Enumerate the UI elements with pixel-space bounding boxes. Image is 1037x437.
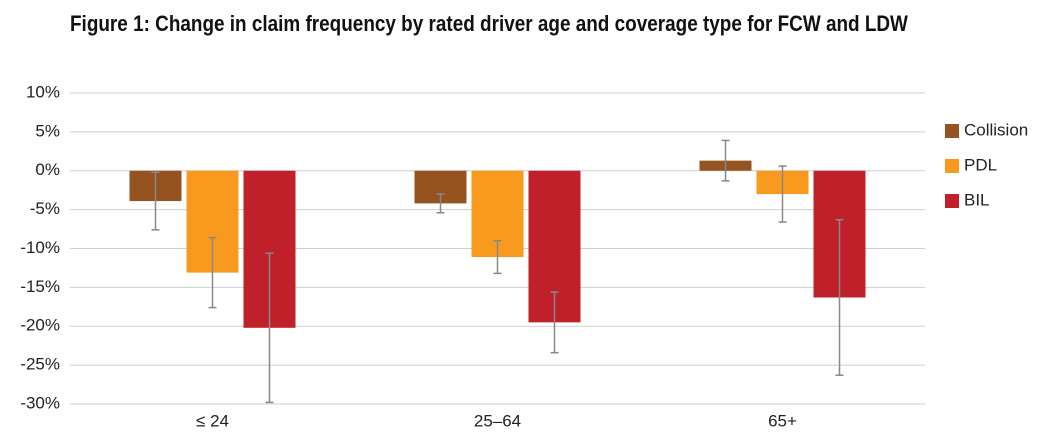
y-tick-label: -5% bbox=[30, 199, 60, 218]
y-tick-label: -10% bbox=[20, 238, 60, 257]
legend-swatch bbox=[945, 159, 959, 173]
legend-label: PDL bbox=[964, 155, 997, 174]
y-tick-label: -15% bbox=[20, 277, 60, 296]
chart-title: Figure 1: Change in claim frequency by r… bbox=[70, 11, 908, 36]
legend-label: BIL bbox=[964, 190, 990, 209]
x-tick-label: 65+ bbox=[768, 411, 797, 430]
legend-swatch bbox=[945, 194, 959, 208]
y-tick-label: -25% bbox=[20, 355, 60, 374]
y-tick-label: 5% bbox=[35, 121, 60, 140]
y-tick-label: 10% bbox=[26, 82, 60, 101]
y-tick-label: -20% bbox=[20, 316, 60, 335]
legend-label: Collision bbox=[964, 120, 1028, 139]
y-tick-label: -30% bbox=[20, 393, 60, 412]
x-tick-label: 25–64 bbox=[474, 411, 521, 430]
y-tick-label: 0% bbox=[35, 160, 60, 179]
x-tick-label: ≤ 24 bbox=[196, 411, 229, 430]
legend-swatch bbox=[945, 124, 959, 138]
